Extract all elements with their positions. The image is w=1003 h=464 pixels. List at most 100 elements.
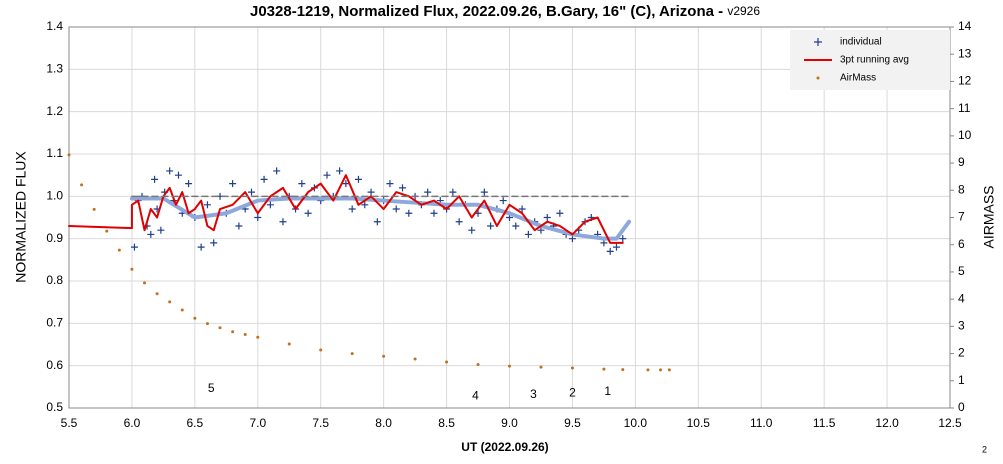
y2-tick-label: 6 bbox=[958, 237, 965, 251]
data-point bbox=[130, 243, 138, 251]
y2-axis-title: AIRMASS bbox=[981, 185, 997, 248]
data-point bbox=[449, 188, 457, 196]
x-tick-label: 10.0 bbox=[624, 416, 648, 430]
legend-label: individual bbox=[840, 37, 882, 48]
x-tick-label: 6.0 bbox=[124, 416, 141, 430]
airmass-point bbox=[413, 357, 417, 361]
data-point bbox=[518, 205, 526, 213]
data-point bbox=[480, 188, 488, 196]
data-point bbox=[373, 218, 381, 226]
x-tick-label: 9.0 bbox=[501, 416, 518, 430]
data-point bbox=[367, 188, 375, 196]
x-tick-label: 10.5 bbox=[687, 416, 711, 430]
data-point bbox=[430, 209, 438, 217]
airmass-point bbox=[143, 281, 147, 285]
legend-label: AirMass bbox=[840, 73, 876, 84]
y2-tick-label: 7 bbox=[958, 210, 965, 224]
data-point bbox=[147, 230, 155, 238]
airmass-point bbox=[180, 308, 184, 312]
airmass-point bbox=[193, 316, 197, 320]
data-point bbox=[323, 171, 331, 179]
y2-tick-label: 0 bbox=[958, 400, 965, 414]
airmass-point bbox=[570, 366, 574, 370]
data-point bbox=[499, 197, 507, 205]
y2-tick-label: 10 bbox=[958, 128, 972, 142]
data-point bbox=[197, 243, 205, 251]
airmass-point bbox=[168, 300, 172, 304]
data-point bbox=[229, 180, 237, 188]
airmass-point bbox=[155, 292, 159, 296]
x-tick-label: 6.5 bbox=[187, 416, 204, 430]
data-point bbox=[298, 180, 306, 188]
airmass-point bbox=[117, 248, 121, 252]
y-tick-label: 1.2 bbox=[46, 104, 63, 118]
annotation: 4 bbox=[472, 388, 479, 402]
x-tick-label: 5.5 bbox=[61, 416, 78, 430]
data-point bbox=[543, 214, 551, 221]
plot-border bbox=[68, 26, 951, 409]
chart-title: J0328-1219, Normalized Flux, 2022.09.26,… bbox=[250, 3, 760, 20]
legend-symbol bbox=[816, 76, 820, 80]
airmass-point bbox=[130, 267, 134, 271]
data-point bbox=[260, 175, 268, 183]
legend-label: 3pt running avg bbox=[840, 55, 909, 66]
x-tick-label: 11.0 bbox=[750, 416, 773, 430]
airmass-point bbox=[231, 330, 235, 334]
y-tick-label: 0.8 bbox=[46, 273, 63, 287]
data-line bbox=[68, 174, 624, 244]
title-main: J0328-1219, Normalized Flux, 2022.09.26,… bbox=[250, 3, 727, 20]
y2-tick-label: 5 bbox=[958, 264, 965, 278]
y-tick-label: 0.7 bbox=[46, 316, 63, 330]
data-point bbox=[174, 171, 182, 179]
data-point bbox=[185, 180, 193, 188]
data-point bbox=[354, 175, 362, 183]
airmass-point bbox=[92, 207, 96, 211]
data-point bbox=[266, 201, 274, 209]
data-point bbox=[399, 184, 407, 192]
airmass-point bbox=[105, 229, 109, 233]
y2-tick-label: 8 bbox=[958, 182, 965, 196]
data-point bbox=[556, 209, 564, 217]
y2-tick-label: 4 bbox=[958, 291, 965, 305]
data-point bbox=[612, 243, 620, 251]
airmass-point bbox=[667, 368, 671, 372]
y-tick-label: 1.4 bbox=[46, 19, 63, 33]
y2-tick-label: 1 bbox=[958, 373, 965, 387]
data-point bbox=[166, 167, 174, 175]
airmass-point bbox=[621, 368, 625, 372]
data-point bbox=[468, 226, 476, 234]
data-point bbox=[254, 214, 262, 221]
data-point bbox=[424, 188, 432, 196]
y-tick-label: 0.5 bbox=[46, 400, 63, 414]
y2-tick-label: 12 bbox=[958, 74, 972, 88]
y2-tick-label: 14 bbox=[958, 19, 972, 33]
airmass-point bbox=[80, 183, 84, 187]
airmass-point bbox=[243, 333, 247, 337]
airmass-point bbox=[539, 365, 543, 369]
annotation: 1 bbox=[604, 384, 611, 398]
x-tick-label: 8.5 bbox=[438, 416, 455, 430]
y2-tick-label: 11 bbox=[958, 101, 971, 115]
legend-symbol bbox=[814, 38, 822, 46]
data-point bbox=[203, 201, 211, 209]
annotation: 2 bbox=[569, 385, 576, 399]
airmass-point bbox=[67, 153, 71, 157]
x-tick-label: 12.0 bbox=[875, 416, 899, 430]
data-point bbox=[386, 180, 394, 188]
y-tick-label: 1.0 bbox=[46, 189, 63, 203]
y-tick-label: 0.9 bbox=[46, 231, 63, 245]
data-point bbox=[247, 188, 255, 196]
y-tick-label: 0.6 bbox=[46, 358, 63, 372]
data-point bbox=[273, 167, 281, 175]
airmass-point bbox=[445, 360, 449, 364]
footnote: 2 bbox=[982, 444, 987, 454]
x-tick-label: 7.5 bbox=[312, 416, 329, 430]
airmass-point bbox=[205, 322, 209, 326]
data-point bbox=[348, 205, 356, 213]
airmass-point bbox=[319, 348, 323, 352]
x-axis-title: UT (2022.09.26) bbox=[461, 440, 548, 454]
x-tick-label: 7.0 bbox=[249, 416, 266, 430]
airmass-point bbox=[382, 354, 386, 358]
x-tick-label: 8.0 bbox=[375, 416, 392, 430]
data-point bbox=[455, 218, 463, 226]
